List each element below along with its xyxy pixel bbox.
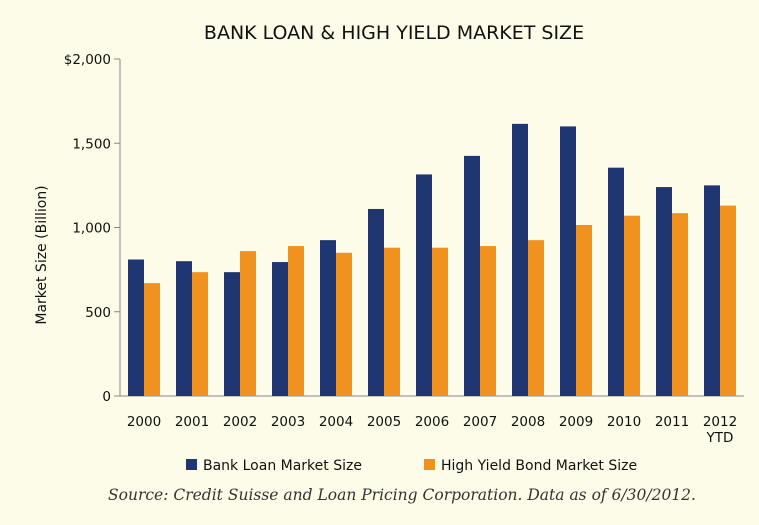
- y-tick-label: $2,000: [64, 52, 111, 68]
- x-tick-label: 2012 YTD: [703, 414, 737, 446]
- bank-loan-bar: [176, 261, 192, 396]
- x-tick-label: 2008: [511, 414, 545, 430]
- source-note: Source: Credit Suisse and Loan Pricing C…: [108, 486, 696, 504]
- bank-loan-bar: [320, 240, 336, 396]
- bank-loan-bar: [704, 185, 720, 396]
- legend-label: Bank Loan Market Size: [203, 458, 362, 474]
- high-yield-bar: [288, 246, 304, 396]
- legend-swatch: [424, 459, 435, 470]
- high-yield-bar: [528, 240, 544, 396]
- high-yield-bar: [144, 283, 160, 396]
- x-tick-label: 2010: [607, 414, 641, 430]
- high-yield-bar: [384, 247, 400, 396]
- bars: [128, 123, 736, 397]
- high-yield-bar: [720, 205, 736, 396]
- y-tick-label: 1,000: [72, 221, 111, 237]
- bank-loan-bar: [560, 126, 576, 397]
- x-tick-label: 2011: [655, 414, 689, 430]
- x-tick-label: 2003: [271, 414, 305, 430]
- high-yield-bar: [432, 247, 448, 396]
- x-tick-label: 2002: [223, 414, 257, 430]
- bank-loan-bar: [272, 262, 288, 396]
- high-yield-bar: [480, 246, 496, 396]
- bank-loan-bar: [512, 123, 528, 396]
- bank-loan-bar: [656, 187, 672, 396]
- high-yield-bar: [576, 224, 592, 396]
- x-tick-label: 2006: [415, 414, 449, 430]
- bank-loan-bar: [128, 259, 144, 396]
- x-tick-labels: 2000 2001 2002 2003 2004 2005 2006 2007 2008 2009…: [127, 414, 737, 446]
- y-tick-label: 500: [85, 305, 111, 321]
- y-tick-label: 0: [102, 389, 111, 405]
- legend-bank-loan: Bank Loan Market Size: [186, 458, 362, 474]
- legend: Bank Loan Market Size High Yield Bond Mar…: [186, 458, 637, 474]
- bank-loan-bar: [224, 272, 240, 396]
- high-yield-bar: [624, 215, 640, 396]
- legend-label: High Yield Bond Market Size: [441, 458, 637, 474]
- x-tick-label: 2000: [127, 414, 161, 430]
- bank-loan-bar: [368, 208, 384, 396]
- x-tick-label: 2005: [367, 414, 401, 430]
- high-yield-bar: [240, 251, 256, 396]
- bank-loan-bar: [608, 167, 624, 396]
- axes: 0 500 1,000 1,500 $2,000: [64, 52, 744, 405]
- high-yield-bar: [192, 272, 208, 396]
- high-yield-bar: [336, 252, 352, 396]
- x-tick-label: 2001: [175, 414, 209, 430]
- bank-loan-bar: [416, 174, 432, 396]
- legend-high-yield: High Yield Bond Market Size: [424, 458, 637, 474]
- y-tick-label: 1,500: [72, 136, 111, 152]
- chart-title: BANK LOAN & HIGH YIELD MARKET SIZE: [204, 22, 584, 44]
- x-tick-label: 2009: [559, 414, 593, 430]
- bank-loan-bar: [464, 155, 480, 396]
- y-axis-label: Market Size (Billion): [34, 185, 50, 324]
- x-tick-label: 2007: [463, 414, 497, 430]
- high-yield-bar: [672, 213, 688, 396]
- legend-swatch: [186, 459, 197, 470]
- x-tick-label: 2004: [319, 414, 353, 430]
